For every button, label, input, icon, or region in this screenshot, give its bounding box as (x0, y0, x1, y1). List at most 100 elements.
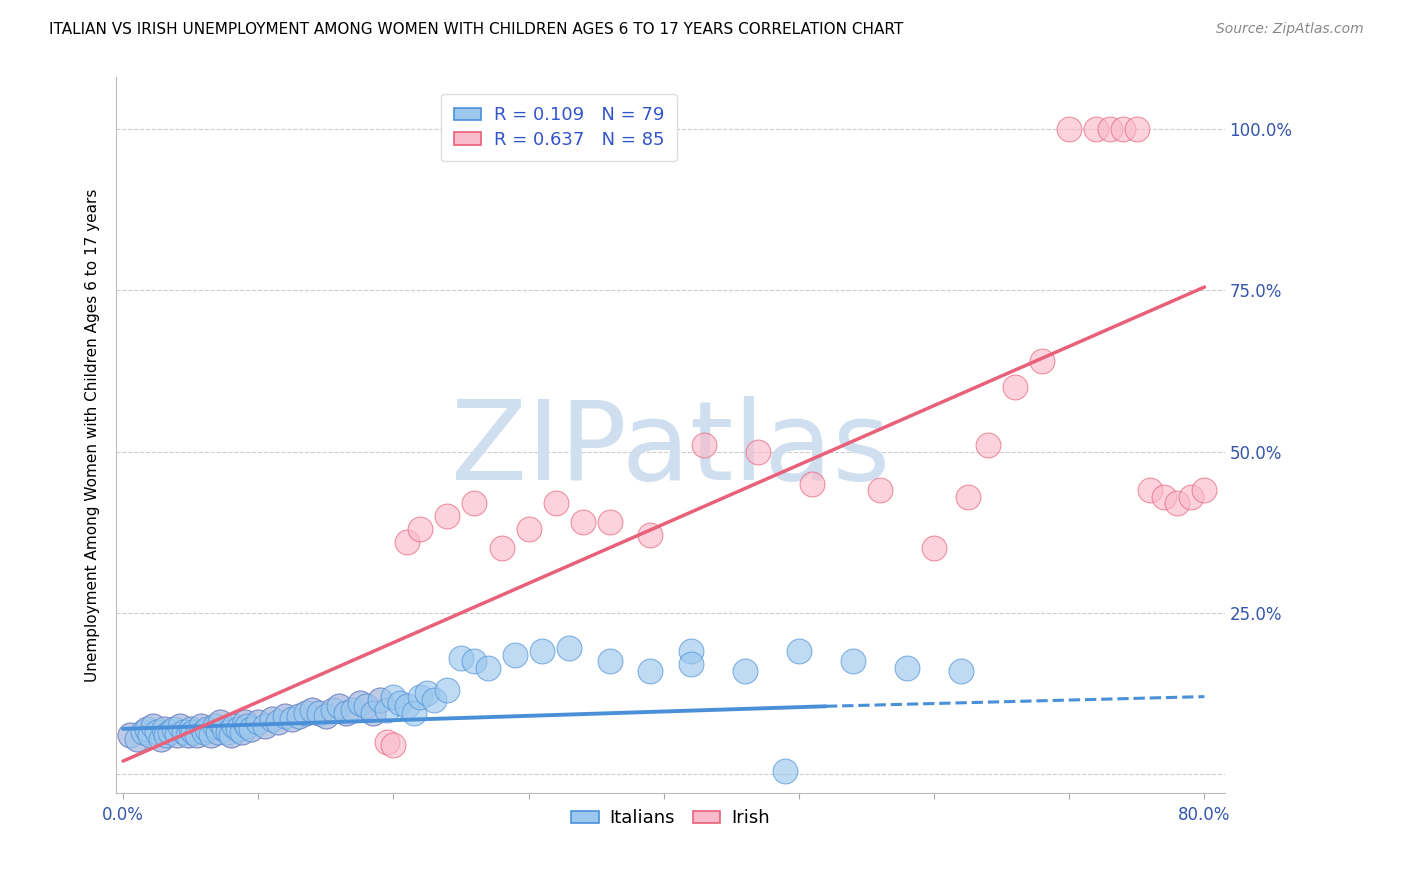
Point (1059, 122, 1081, 136)
Legend: Italians, Irish: Italians, Irish (564, 802, 776, 834)
Point (222, 718, 245, 732)
Point (281, 712, 304, 726)
Point (1112, 122, 1135, 136)
Point (842, 654, 865, 668)
Point (152, 722, 174, 736)
Point (163, 722, 186, 736)
Point (287, 709, 309, 723)
Point (181, 725, 204, 739)
Point (375, 702, 398, 716)
Point (287, 709, 309, 723)
Point (315, 709, 337, 723)
Point (775, 764, 797, 778)
Point (200, 728, 222, 742)
Point (190, 718, 212, 732)
Point (950, 664, 973, 678)
Point (423, 693, 446, 707)
Point (180, 722, 202, 736)
Point (368, 693, 391, 707)
Point (734, 664, 756, 678)
Point (342, 702, 364, 716)
Point (1194, 483, 1216, 498)
Point (308, 706, 330, 720)
Point (118, 728, 141, 742)
Point (281, 712, 304, 726)
Point (260, 712, 283, 726)
Point (787, 644, 810, 658)
Point (328, 699, 350, 714)
Point (361, 706, 384, 720)
Point (226, 722, 249, 736)
Point (308, 706, 330, 720)
Point (322, 702, 344, 716)
Point (226, 722, 249, 736)
Point (155, 728, 177, 742)
Point (236, 718, 259, 732)
Point (531, 644, 554, 658)
Point (638, 528, 661, 542)
Point (395, 699, 418, 714)
Point (1031, 354, 1053, 368)
Point (180, 722, 202, 736)
Point (409, 522, 432, 536)
Point (267, 715, 290, 730)
Point (301, 702, 323, 716)
Point (217, 725, 239, 739)
Point (922, 541, 945, 556)
Point (195, 722, 218, 736)
Point (301, 702, 323, 716)
Point (450, 651, 472, 665)
Point (375, 735, 398, 749)
Point (118, 728, 141, 742)
Point (274, 709, 297, 723)
Y-axis label: Unemployment Among Women with Children Ages 6 to 17 years: Unemployment Among Women with Children A… (86, 189, 100, 682)
Point (1085, 122, 1108, 136)
Point (544, 496, 567, 510)
Point (247, 715, 270, 730)
Point (139, 728, 162, 742)
Point (177, 728, 200, 742)
Point (328, 699, 350, 714)
Point (956, 490, 979, 504)
Point (190, 718, 212, 732)
Point (166, 728, 188, 742)
Point (463, 654, 485, 668)
Point (409, 690, 432, 704)
Point (349, 696, 371, 710)
Point (240, 722, 263, 736)
Point (186, 728, 208, 742)
Point (132, 725, 155, 739)
Point (402, 706, 425, 720)
Point (193, 725, 215, 739)
Point (177, 728, 200, 742)
Point (214, 722, 236, 736)
Point (166, 728, 188, 742)
Point (195, 722, 218, 736)
Point (169, 718, 191, 732)
Point (1153, 490, 1175, 504)
Point (231, 725, 253, 739)
Point (801, 476, 824, 491)
Point (233, 715, 256, 730)
Point (349, 696, 371, 710)
Point (638, 664, 661, 678)
Point (125, 731, 148, 746)
Point (274, 709, 297, 723)
Point (977, 438, 1000, 452)
Point (146, 725, 169, 739)
Point (361, 706, 384, 720)
Point (436, 683, 458, 698)
Point (247, 715, 270, 730)
Point (142, 718, 165, 732)
Point (477, 660, 499, 674)
Point (395, 534, 418, 549)
Point (173, 725, 195, 739)
Point (1166, 496, 1188, 510)
Point (236, 718, 259, 732)
Point (217, 725, 239, 739)
Point (173, 725, 195, 739)
Point (1098, 122, 1121, 136)
Point (463, 496, 485, 510)
Point (186, 728, 208, 742)
Point (146, 725, 169, 739)
